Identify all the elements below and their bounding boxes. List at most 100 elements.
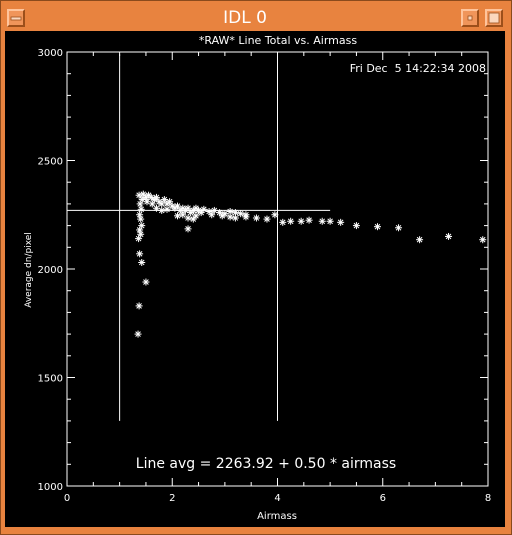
chart-title: *RAW* Line Total vs. Airmass [199,34,357,47]
data-point-stroke [306,217,312,223]
data-point-stroke [327,218,333,225]
data-point-stroke [137,216,144,222]
data-point [137,205,145,213]
data-point [184,204,192,212]
data-point-stroke [208,211,215,218]
data-point-stroke [232,215,239,221]
data-point [179,211,187,219]
data-point-stroke [136,303,142,309]
data-point-stroke [136,192,142,199]
data-point-stroke [193,213,199,219]
data-point-stroke [237,210,244,217]
data-point [231,209,239,217]
data-point-stroke [138,206,145,213]
maximize-icon[interactable] [485,9,503,27]
x-tick-label: 6 [380,493,386,504]
data-point-stroke [479,236,486,243]
data-point [373,223,381,231]
data-point-stroke [139,196,146,203]
data-point [226,213,234,221]
data-point-stroke [272,211,278,218]
x-axis-label: Airmass [257,511,297,522]
fit-annotation: Line avg = 2263.92 + 0.50 * airmass [136,456,396,472]
data-point-stroke [216,209,223,216]
data-point [318,217,326,225]
data-point-stroke [353,222,360,229]
data-point-stroke [219,213,226,219]
y-axis-label: Average dn/pixel [24,232,34,308]
data-point-stroke [136,211,143,218]
data-point-stroke [279,219,286,226]
plot-area: *RAW* Line Total vs. Airmass Fri Dec 5 1… [5,31,505,527]
data-point-stroke [227,214,233,220]
data-point-stroke [264,216,270,222]
data-point [135,191,143,199]
data-point [352,222,360,230]
data-point [237,210,245,218]
data-point-stroke [153,194,160,201]
window-border-right [505,31,511,527]
data-point-stroke [174,203,181,209]
data-point [142,278,150,286]
data-point [152,204,160,212]
data-point-stroke [158,201,165,207]
window-menu-icon[interactable] [7,9,25,27]
y-tick-label: 2500 [38,157,63,168]
data-point [218,212,226,220]
data-point [445,232,453,240]
data-point-stroke [227,208,233,215]
data-point-stroke [337,219,344,226]
title-bar[interactable]: IDL 0 [5,5,507,31]
data-point [395,224,403,232]
data-point [174,212,182,220]
data-point [416,236,424,244]
data-point [134,330,142,338]
minimize-icon[interactable] [461,9,479,27]
data-point-stroke [445,233,452,240]
reference-lines [67,54,331,421]
data-point [137,215,145,223]
data-point [263,215,271,223]
data-point-stroke [164,206,170,213]
data-point-stroke [137,231,144,238]
data-point-stroke [243,214,249,220]
data-point [184,225,192,233]
data-point [158,206,166,214]
axes: 0 2 4 6 8 1000 1500 2000 2500 3000 [38,48,492,504]
data-point-stroke [166,198,173,205]
data-point [143,198,151,206]
data-point [138,222,146,230]
data-point-stroke [395,224,402,231]
scatter-chart: *RAW* Line Total vs. Airmass Fri Dec 5 1… [24,34,492,522]
data-point [136,211,144,219]
data-point [231,214,239,222]
x-tick-label: 4 [274,493,280,504]
data-point-stroke [211,207,218,214]
data-point-stroke [185,205,191,212]
data-point-stroke [135,331,141,337]
data-point-stroke [232,209,239,216]
data-point-stroke [319,218,326,225]
data-point-stroke [148,194,155,201]
data-point [297,217,305,225]
data-point [137,230,145,238]
y-tick-label: 1000 [38,482,63,493]
y-tick-label: 1500 [38,374,63,385]
data-point-stroke [374,223,381,230]
data-point [479,236,487,244]
data-point-stroke [158,207,165,214]
data-point-stroke [416,236,423,243]
data-point [287,217,295,225]
y-tick-label: 2000 [38,265,63,276]
data-point-stroke [153,205,160,212]
data-point-stroke [179,211,186,218]
data-point [242,213,250,221]
data-point [252,214,260,222]
data-point [208,211,216,219]
data-point-stroke [138,222,145,229]
data-point-stroke [185,226,191,232]
data-point-stroke [174,213,181,219]
data-point [135,302,143,310]
timestamp: Fri Dec 5 14:22:34 2008 [350,62,486,75]
data-point-stroke [138,259,145,266]
